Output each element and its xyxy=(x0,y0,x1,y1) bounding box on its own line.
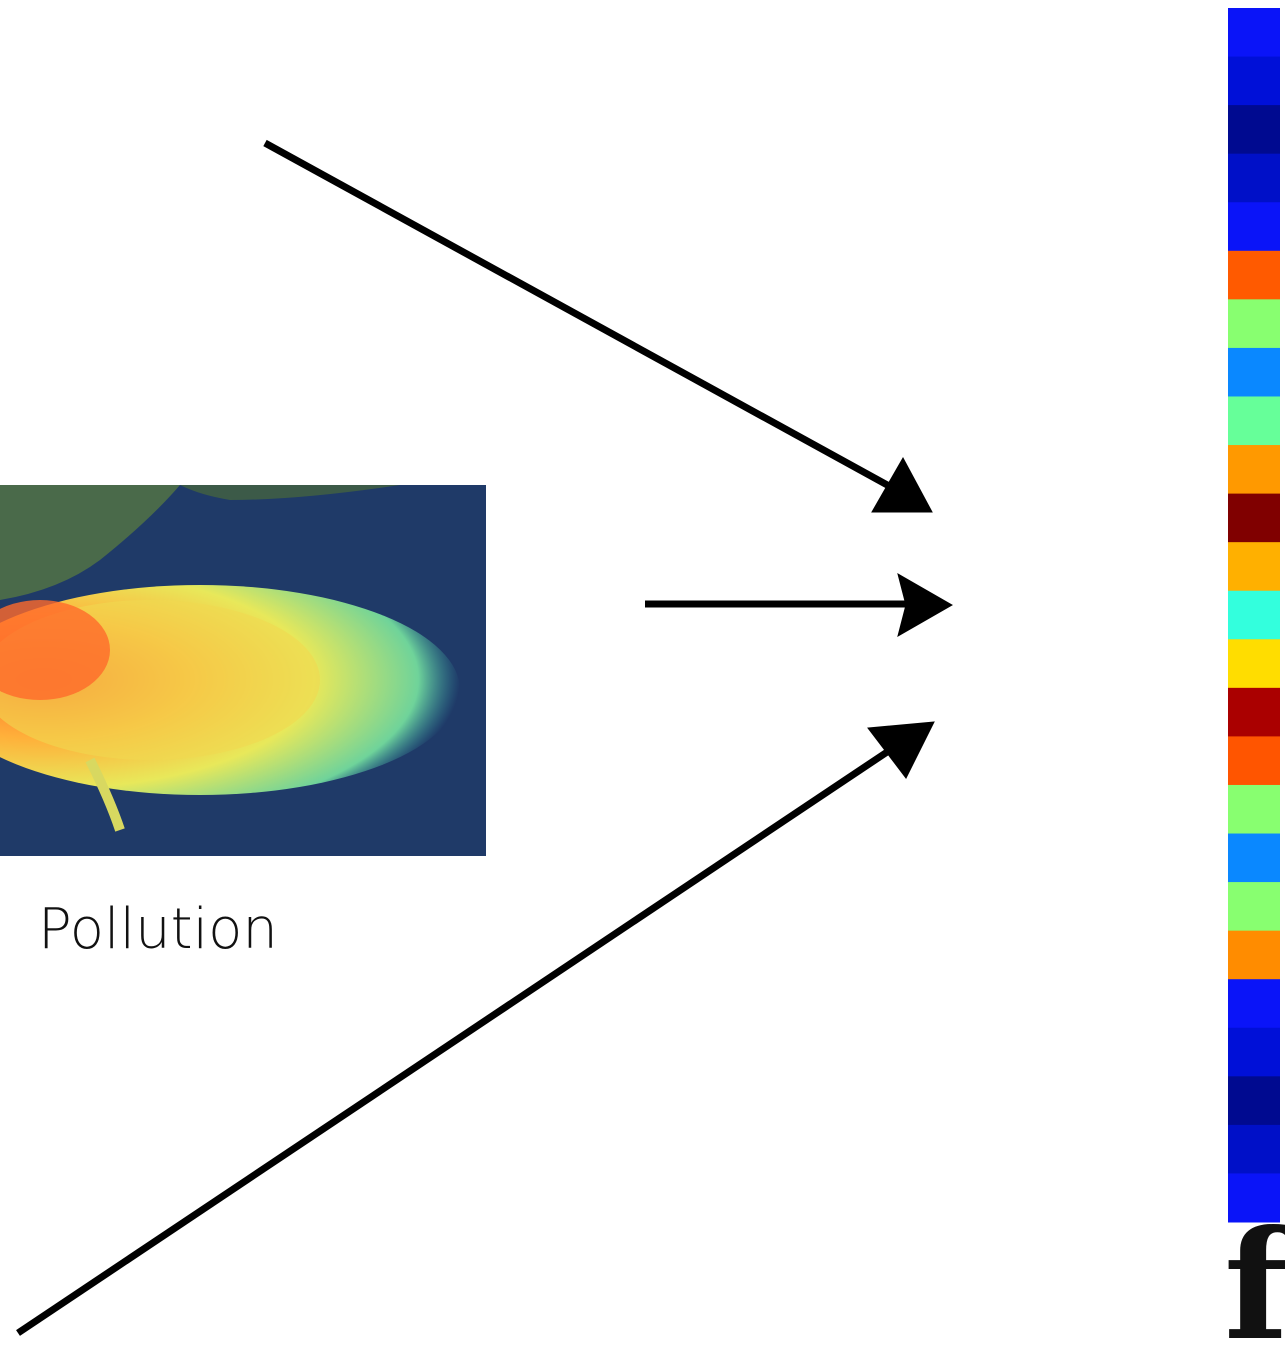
vector-cell xyxy=(1228,57,1280,106)
pollution-map xyxy=(0,485,486,856)
vector-cell xyxy=(1228,639,1280,688)
diagram: Pollution f xyxy=(0,0,1285,1345)
arrow xyxy=(265,143,900,492)
vector-cell xyxy=(1228,785,1280,834)
vector-cell xyxy=(1228,8,1280,57)
arrow-head xyxy=(868,722,934,778)
vector-cell xyxy=(1228,299,1280,348)
vector-cell xyxy=(1228,736,1280,785)
vector-cell xyxy=(1228,445,1280,494)
vector-cell xyxy=(1228,154,1280,203)
vector-cell xyxy=(1228,1125,1280,1174)
vector-cell xyxy=(1228,202,1280,251)
page: Pollution f (() => { const data = JSON.p… xyxy=(0,0,1285,1345)
vector-cell xyxy=(1228,979,1280,1028)
image-caption: Pollution xyxy=(38,897,278,962)
vector-cell xyxy=(1228,931,1280,980)
vector-cell xyxy=(1228,1076,1280,1125)
vector-cell xyxy=(1228,396,1280,445)
vector-cell xyxy=(1228,1028,1280,1077)
vector-cell xyxy=(1228,251,1280,300)
vector-cell xyxy=(1228,882,1280,931)
vector-label: f xyxy=(1224,1198,1285,1345)
feature-vector xyxy=(1228,8,1280,1223)
vector-cell xyxy=(1228,834,1280,883)
vector-cell xyxy=(1228,542,1280,591)
vector-cell xyxy=(1228,348,1280,397)
vector-cell xyxy=(1228,494,1280,543)
vector-cell xyxy=(1228,688,1280,737)
vector-cell xyxy=(1228,591,1280,640)
vector-cell xyxy=(1228,105,1280,154)
arrow-head xyxy=(898,574,952,636)
